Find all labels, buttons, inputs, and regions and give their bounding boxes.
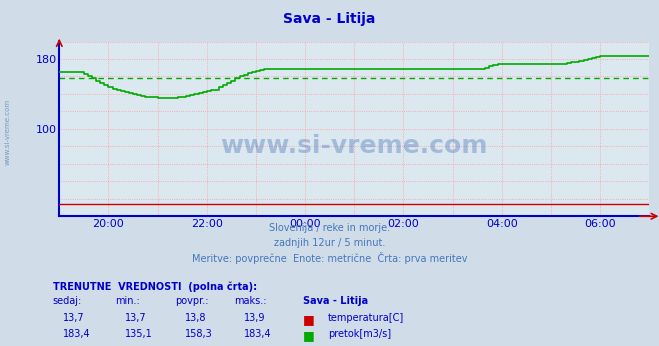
Text: 13,8: 13,8 [185,313,206,323]
Text: 13,7: 13,7 [125,313,147,323]
Text: maks.:: maks.: [234,296,266,306]
Text: min.:: min.: [115,296,140,306]
Text: Sava - Litija: Sava - Litija [303,296,368,306]
Text: www.si-vreme.com: www.si-vreme.com [5,98,11,165]
Text: ■: ■ [303,313,315,326]
Text: Sava - Litija: Sava - Litija [283,12,376,26]
Text: povpr.:: povpr.: [175,296,208,306]
Text: pretok[m3/s]: pretok[m3/s] [328,329,391,339]
Text: Meritve: povprečne  Enote: metrične  Črta: prva meritev: Meritve: povprečne Enote: metrične Črta:… [192,252,467,264]
Text: 135,1: 135,1 [125,329,153,339]
Text: TRENUTNE  VREDNOSTI  (polna črta):: TRENUTNE VREDNOSTI (polna črta): [53,282,257,292]
Text: 13,7: 13,7 [63,313,84,323]
Text: sedaj:: sedaj: [53,296,82,306]
Text: temperatura[C]: temperatura[C] [328,313,405,323]
Text: 183,4: 183,4 [244,329,272,339]
Text: zadnjih 12ur / 5 minut.: zadnjih 12ur / 5 minut. [273,238,386,248]
Text: www.si-vreme.com: www.si-vreme.com [221,134,488,158]
Text: 158,3: 158,3 [185,329,212,339]
Text: ■: ■ [303,329,315,343]
Text: Slovenija / reke in morje.: Slovenija / reke in morje. [269,223,390,233]
Text: 183,4: 183,4 [63,329,90,339]
Text: 13,9: 13,9 [244,313,266,323]
